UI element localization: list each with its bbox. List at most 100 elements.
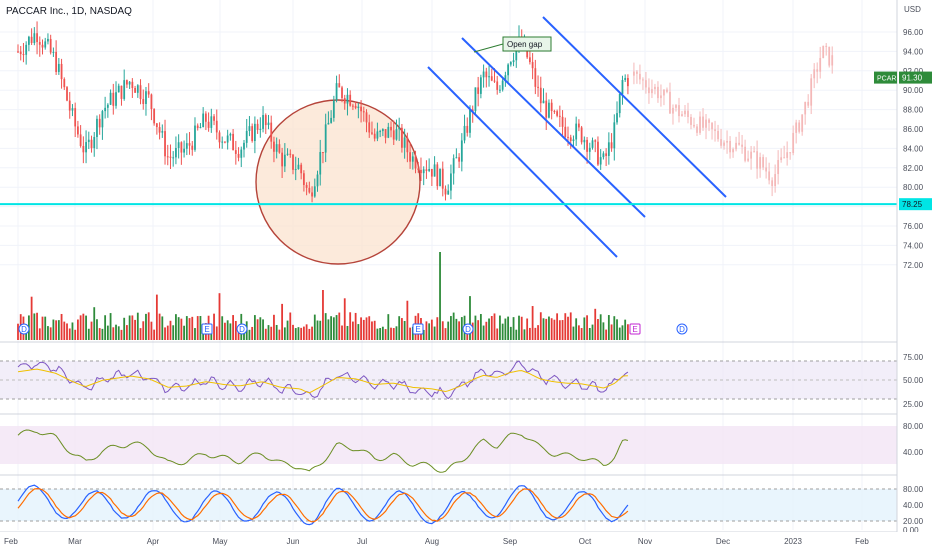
volume-bar <box>403 321 406 340</box>
support-tag-label: 78.25 <box>902 200 923 209</box>
candle-body <box>55 51 58 72</box>
candle-body <box>488 76 490 78</box>
candle-body <box>602 153 605 158</box>
candle-body <box>332 100 335 118</box>
candle-body <box>597 141 599 165</box>
projection-body <box>828 46 831 66</box>
candle-body <box>531 62 534 69</box>
event-dividend-marker <box>676 323 688 335</box>
volume-bar <box>150 321 153 340</box>
projection-body <box>825 45 828 47</box>
volume-bar <box>158 313 161 340</box>
volume-bar <box>74 329 77 340</box>
candle-body <box>120 85 123 99</box>
volume-bar <box>169 320 172 340</box>
candle-body <box>548 102 550 118</box>
candle-body <box>343 98 346 104</box>
event-label: D <box>239 325 245 334</box>
candle-body <box>123 80 126 99</box>
candle-body <box>616 113 618 123</box>
candle-body <box>594 140 597 142</box>
candle-body <box>392 130 395 140</box>
volume-bar <box>66 323 68 340</box>
candle-body <box>349 94 352 106</box>
volume-bar <box>47 326 49 340</box>
volume-bar <box>232 315 235 340</box>
volume-bar <box>139 328 142 340</box>
volume-bar <box>77 319 79 340</box>
candle-body <box>588 147 591 152</box>
event-label: D <box>465 325 471 334</box>
rsi-ma-line <box>17 368 628 394</box>
volume-bar <box>275 324 278 340</box>
volume-bar <box>248 329 251 340</box>
volume-bar <box>458 321 460 340</box>
candle-body <box>411 156 414 162</box>
volume-bar <box>444 328 447 340</box>
candle-body <box>316 174 319 187</box>
volume-bar <box>185 316 188 340</box>
candle-body <box>164 131 166 157</box>
volume-bar <box>499 315 501 340</box>
projection-body <box>741 144 743 147</box>
candle-body <box>433 164 436 177</box>
volume-bar <box>406 300 409 340</box>
volume-bar <box>302 326 305 340</box>
projection-body <box>822 45 825 58</box>
volume-bar <box>52 319 55 340</box>
candle-body <box>256 123 259 130</box>
volume-bar <box>621 325 624 340</box>
volume-bar <box>218 293 221 340</box>
price-tick-label: 88.00 <box>903 106 924 115</box>
candle-body <box>330 117 333 123</box>
projection-body <box>687 110 689 118</box>
candle-body <box>115 92 117 106</box>
candle-body <box>248 126 251 131</box>
candle-body <box>134 88 136 93</box>
volume-bar <box>553 319 556 340</box>
candle-body <box>104 107 107 112</box>
volume-bar <box>300 327 303 340</box>
projection-body <box>678 105 680 117</box>
projection-body <box>669 91 671 114</box>
projection-body <box>783 157 786 159</box>
projection-body <box>756 151 759 169</box>
candle-body <box>136 85 139 93</box>
projection-body <box>711 122 713 130</box>
candle-body <box>324 124 327 153</box>
volume-bar <box>616 319 618 340</box>
volume-bar <box>466 329 469 340</box>
time-tick-label: Mar <box>68 537 82 546</box>
candle-body <box>305 184 308 188</box>
candle-body <box>580 127 583 143</box>
projection-body <box>792 132 795 154</box>
time-tick-label: 2023 <box>784 537 802 546</box>
volume-bar <box>474 315 477 340</box>
candle-body <box>463 125 466 141</box>
volume-bar <box>226 320 229 340</box>
candle-body <box>302 173 305 185</box>
candle-body <box>191 145 194 150</box>
volume-bar <box>373 320 376 340</box>
candle-body <box>341 87 343 99</box>
candle-body <box>240 149 243 158</box>
projection-body <box>639 73 641 80</box>
price-tick-label: 96.00 <box>903 28 924 37</box>
candle-body <box>365 112 368 123</box>
candle-body <box>22 54 25 56</box>
candle-body <box>117 85 120 93</box>
candle-body <box>273 141 275 152</box>
event-earnings-marker <box>201 323 213 335</box>
candle-body <box>436 164 439 187</box>
candle-body <box>458 157 460 162</box>
candle-body <box>128 81 131 85</box>
projection-body <box>684 110 686 115</box>
time-tick-label: Feb <box>855 537 869 546</box>
candle-body <box>38 42 41 45</box>
volume-bar <box>253 315 256 340</box>
volume-bar <box>36 312 38 340</box>
candle-body <box>466 125 469 133</box>
candle-body <box>199 127 202 129</box>
candle-body <box>292 154 294 170</box>
candle-body <box>294 169 297 171</box>
